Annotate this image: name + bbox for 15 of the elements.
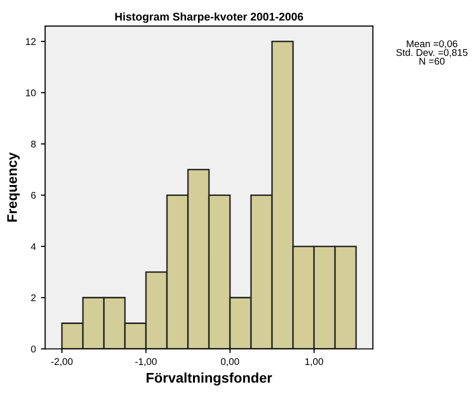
text: Mean =0,06 Std. Dev. =0,815 N =60	[396, 40, 468, 65]
y-tick-label: 4	[30, 243, 36, 250]
x-tick-label: -2,00	[51, 358, 73, 366]
x-tick-label: 1,00	[305, 358, 324, 366]
x-axis-title: Förvaltningsfonder	[146, 372, 272, 386]
y-axis-title: Frequency	[7, 152, 20, 222]
x-tick-label: -1,00	[135, 358, 157, 366]
y-tick-label: 10	[26, 89, 36, 96]
y-tick-label: 0	[31, 346, 36, 352]
chart-title: Histogram Sharpe-kvoter 2001-2006	[115, 12, 304, 23]
y-tick-label: 8	[31, 140, 36, 148]
x-tick-label: 0,00	[220, 358, 240, 366]
y-tick-label: 6	[31, 192, 36, 199]
y-tick-label: 2	[31, 294, 36, 302]
y-tick-label: 12	[26, 38, 36, 45]
